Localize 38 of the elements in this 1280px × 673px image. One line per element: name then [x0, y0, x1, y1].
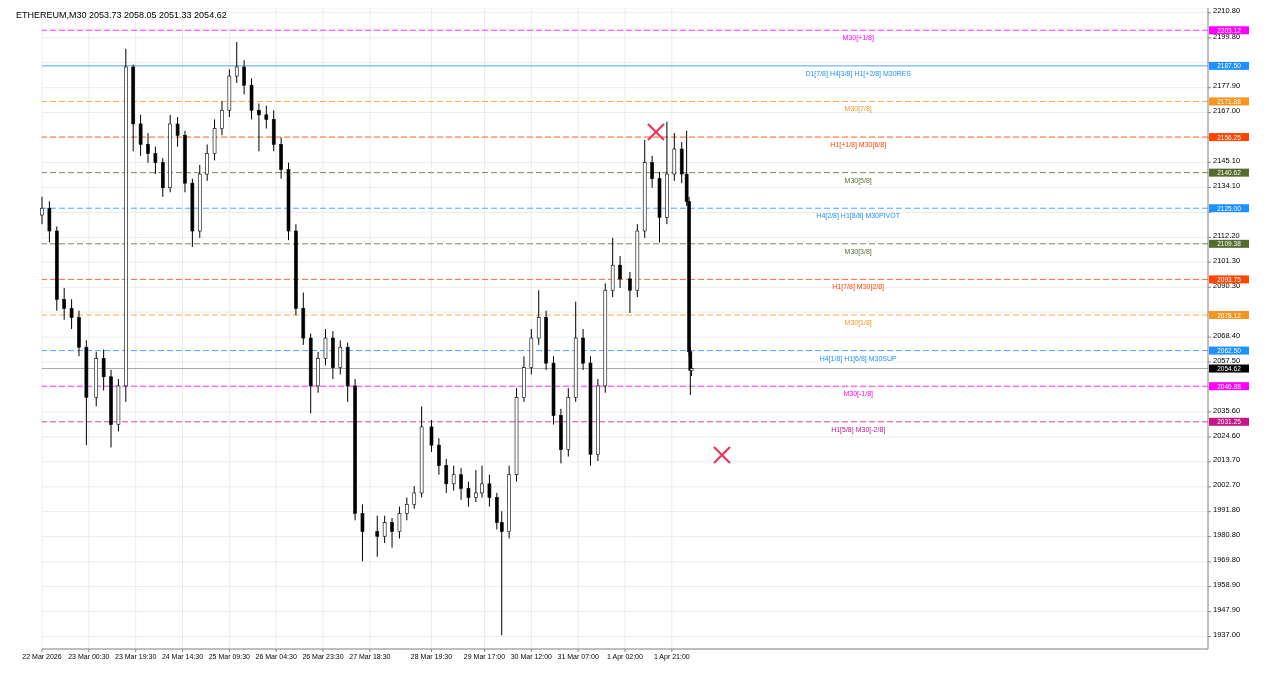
- chart-title: ETHEREUM,M30 2053.73 2058.05 2051.33 2054.62: [16, 10, 227, 20]
- candlestick: [459, 467, 463, 501]
- candlestick: [466, 481, 471, 508]
- candlestick: [650, 155, 654, 189]
- candlestick: [474, 469, 478, 503]
- candlestick: [375, 515, 380, 558]
- candlestick: [153, 146, 158, 175]
- candlestick: [101, 348, 106, 391]
- candlestick: [40, 196, 44, 225]
- candlestick: [628, 271, 632, 314]
- candlestick: [437, 437, 441, 476]
- candlestick: [205, 143, 209, 182]
- candlestick: [62, 287, 66, 321]
- candlestick: [444, 458, 449, 494]
- candlestick: [429, 419, 434, 453]
- candlestick: [220, 100, 224, 136]
- candlestick: [390, 517, 394, 549]
- candlestick: [264, 105, 269, 129]
- candlestick: [536, 289, 541, 346]
- candlestick: [451, 465, 456, 492]
- candlestick: [47, 200, 52, 243]
- candlestick: [138, 114, 143, 157]
- candlestick: [360, 503, 365, 562]
- candlestick: [405, 497, 409, 521]
- candlestick: [382, 515, 387, 544]
- candlestick: [338, 339, 343, 376]
- candlestick: [323, 328, 328, 366]
- candlestick: [397, 506, 402, 540]
- candlestick: [257, 102, 261, 152]
- candlestick: [242, 59, 246, 95]
- candlestick: [487, 474, 492, 508]
- candlestick: [69, 298, 74, 330]
- candlestick: [480, 465, 484, 499]
- candlestick: [412, 485, 417, 510]
- candlestick: [618, 255, 622, 289]
- candlestick: [234, 41, 239, 84]
- candlestick: [146, 132, 150, 164]
- candlestick: [175, 116, 180, 148]
